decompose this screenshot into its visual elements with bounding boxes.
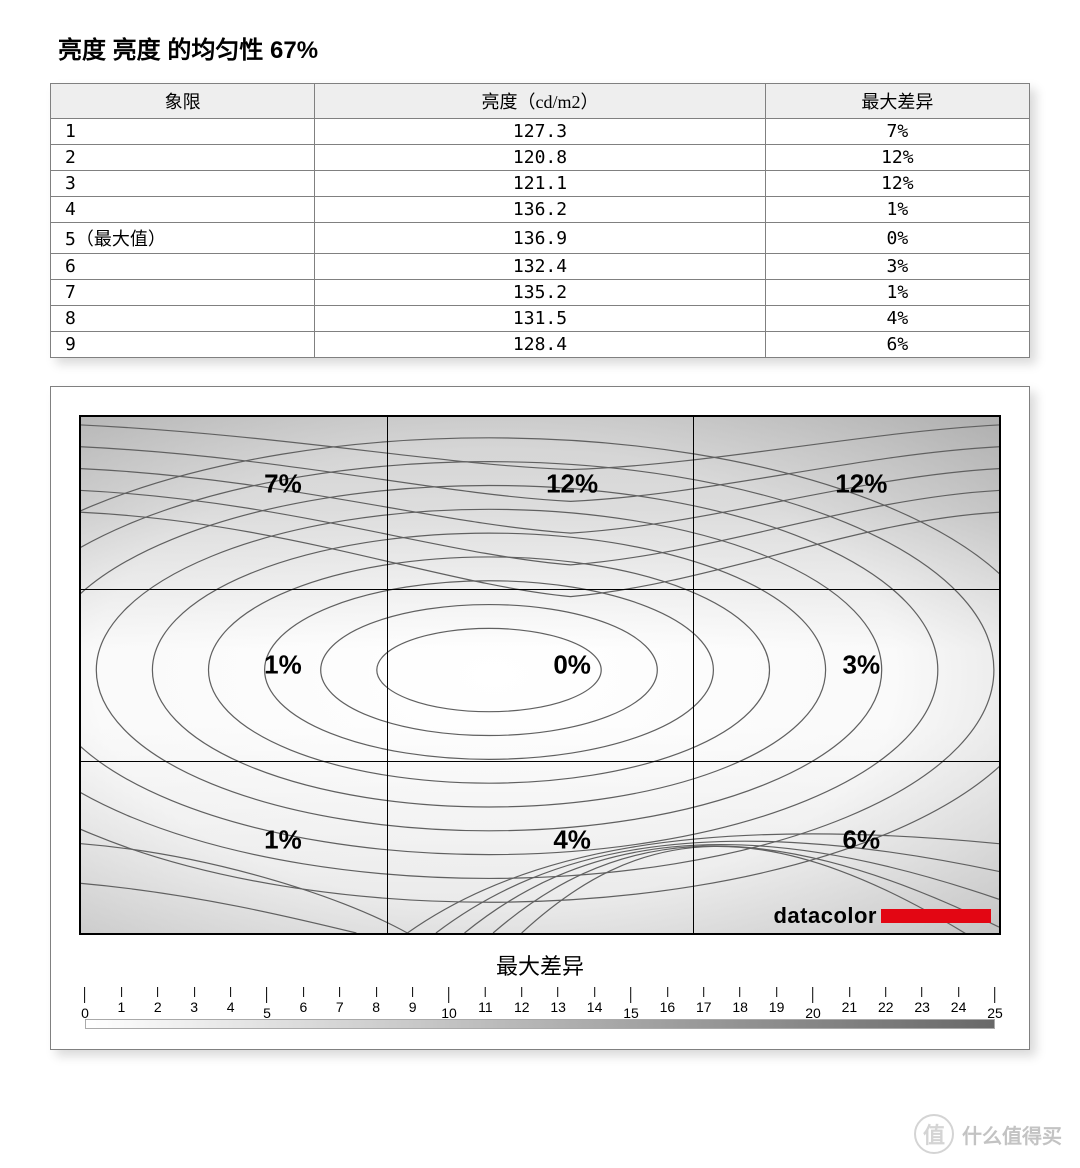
table-cell: 1: [51, 119, 315, 145]
scale-tick: 25: [987, 987, 1003, 1021]
brightness-table: 象限亮度（cd/m2）最大差异 1127.37%2120.812%3121.11…: [50, 83, 1030, 358]
watermark-text: 什么值得买: [962, 1120, 1062, 1149]
table-cell: 5（最大值）: [51, 223, 315, 254]
scale-tick: 3: [190, 987, 198, 1015]
brand-bar-icon: [881, 909, 991, 923]
table-row: 1127.37%: [51, 119, 1030, 145]
contour-cell-label: 3%: [843, 649, 881, 680]
contour-cell-label: 6%: [843, 825, 881, 856]
scale-tick: 12: [514, 987, 530, 1015]
contour-cell-label: 0%: [553, 649, 591, 680]
table-row: 9128.46%: [51, 332, 1030, 358]
scale-tick: 10: [441, 987, 457, 1021]
table-cell: 6: [51, 254, 315, 280]
scale-tick: 16: [660, 987, 676, 1015]
table-cell: 8: [51, 306, 315, 332]
scale-tick: 11: [478, 987, 493, 1015]
table-cell: 121.1: [315, 171, 765, 197]
scale-tick: 22: [878, 987, 894, 1015]
color-scale: 0123456789101112131415161718192021222324…: [79, 987, 1001, 1035]
scale-tick: 7: [336, 987, 344, 1015]
scale-tick: 23: [914, 987, 930, 1015]
table-cell: 120.8: [315, 145, 765, 171]
scale-tick: 21: [842, 987, 858, 1015]
table-cell: 12%: [765, 171, 1029, 197]
scale-tick: 6: [299, 987, 307, 1015]
contour-chart-container: 7%12%12%1%0%3%1%4%6% datacolor 最大差异 0123…: [50, 386, 1030, 1050]
scale-tick: 17: [696, 987, 712, 1015]
scale-tick: 20: [805, 987, 821, 1021]
table-cell: 131.5: [315, 306, 765, 332]
scale-tick: 2: [154, 987, 162, 1015]
table-cell: 7%: [765, 119, 1029, 145]
contour-cell-label: 1%: [264, 649, 302, 680]
table-row: 2120.812%: [51, 145, 1030, 171]
table-cell: 1%: [765, 280, 1029, 306]
table-row: 3121.112%: [51, 171, 1030, 197]
data-table-container: 象限亮度（cd/m2）最大差异 1127.37%2120.812%3121.11…: [50, 83, 1030, 358]
scale-tick: 14: [587, 987, 603, 1015]
contour-cell-label: 1%: [264, 825, 302, 856]
table-row: 5（最大值）136.90%: [51, 223, 1030, 254]
table-cell: 12%: [765, 145, 1029, 171]
table-cell: 1%: [765, 197, 1029, 223]
page-title: 亮度 亮度 的均匀性 67%: [50, 30, 1030, 65]
table-cell: 132.4: [315, 254, 765, 280]
table-cell: 136.9: [315, 223, 765, 254]
table-cell: 127.3: [315, 119, 765, 145]
table-cell: 136.2: [315, 197, 765, 223]
contour-cell-label: 12%: [835, 469, 887, 500]
scale-tick: 9: [409, 987, 417, 1015]
contour-plot: 7% 12% 12% 1% 0% 3% 1% 4% 6%: [79, 415, 1001, 935]
table-row: 8131.54%: [51, 306, 1030, 332]
scale-tick: 15: [623, 987, 639, 1021]
table-header: 最大差异: [765, 84, 1029, 119]
table-cell: 3: [51, 171, 315, 197]
scale-tick: 1: [117, 987, 125, 1015]
scale-tick: 18: [732, 987, 748, 1015]
table-cell: 3%: [765, 254, 1029, 280]
watermark-icon: 值: [914, 1114, 954, 1154]
scale-tick: 5: [263, 987, 271, 1021]
smzdm-watermark: 值 什么值得买: [914, 1114, 1062, 1154]
table-row: 4136.21%: [51, 197, 1030, 223]
table-header: 象限: [51, 84, 315, 119]
scale-tick: 24: [951, 987, 967, 1015]
scale-title: 最大差异: [79, 949, 1001, 981]
table-row: 6132.43%: [51, 254, 1030, 280]
table-cell: 4%: [765, 306, 1029, 332]
table-cell: 9: [51, 332, 315, 358]
table-header: 亮度（cd/m2）: [315, 84, 765, 119]
scale-tick: 0: [81, 987, 89, 1021]
table-row: 7135.21%: [51, 280, 1030, 306]
table-cell: 4: [51, 197, 315, 223]
table-cell: 135.2: [315, 280, 765, 306]
contour-cell-label: 4%: [553, 825, 591, 856]
contour-cell-label: 12%: [546, 469, 598, 500]
table-cell: 0%: [765, 223, 1029, 254]
table-cell: 7: [51, 280, 315, 306]
scale-tick: 13: [550, 987, 566, 1015]
scale-tick: 19: [769, 987, 785, 1015]
scale-tick: 4: [227, 987, 235, 1015]
scale-tick: 8: [372, 987, 380, 1015]
contour-cell-label: 7%: [264, 469, 302, 500]
datacolor-logo: datacolor: [773, 903, 991, 929]
brand-text: datacolor: [773, 903, 877, 929]
table-cell: 128.4: [315, 332, 765, 358]
table-cell: 2: [51, 145, 315, 171]
table-cell: 6%: [765, 332, 1029, 358]
